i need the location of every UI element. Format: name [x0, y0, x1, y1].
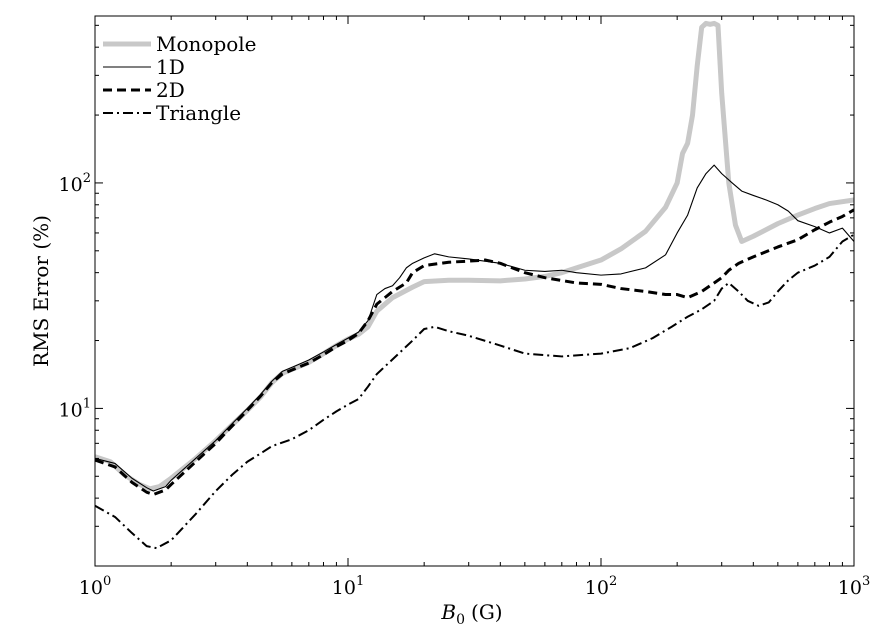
y-tick-label-base: 10 — [59, 174, 83, 196]
legend-label-1d: 1D — [156, 55, 185, 79]
series-line-triangle — [95, 233, 854, 550]
y-tick-label: 102 — [59, 171, 91, 196]
y-tick-label: 101 — [59, 396, 91, 421]
x-tick-label-base: 10 — [585, 577, 609, 599]
y-tick-label-exp: 2 — [83, 171, 91, 186]
y-axis-label: RMS Error (%) — [29, 215, 53, 367]
y-tick-label-base: 10 — [59, 399, 83, 421]
y-tick-label-exp: 1 — [83, 396, 91, 411]
x-tick-label-exp: 1 — [356, 574, 364, 589]
plot-background — [95, 16, 854, 566]
x-tick-label-exp: 3 — [862, 574, 870, 589]
legend-label-triangle: Triangle — [156, 101, 241, 125]
x-axis-label-symbol: B — [440, 600, 456, 624]
x-tick-label-base: 10 — [838, 577, 862, 599]
x-tick-label-base: 10 — [332, 577, 356, 599]
x-tick-label-exp: 2 — [609, 574, 617, 589]
x-tick-label-base: 10 — [79, 577, 103, 599]
series-line-2d — [95, 208, 854, 497]
series-layer — [95, 20, 854, 550]
x-tick-label: 101 — [332, 574, 364, 599]
x-tick-label: 100 — [79, 574, 111, 599]
legend-label-2d: 2D — [156, 78, 185, 102]
series-line-1d — [95, 164, 854, 492]
x-axis-label-unit: (G) — [471, 600, 503, 624]
x-axis-label: B0 (G) — [440, 600, 502, 628]
legend-label-monopole: Monopole — [156, 32, 257, 56]
plot-frame — [94, 15, 855, 567]
x-tick-label: 102 — [585, 574, 617, 599]
x-tick-label-exp: 0 — [103, 574, 111, 589]
x-axis-label-subscript: 0 — [456, 612, 465, 628]
series-line-monopole — [95, 20, 854, 492]
x-tick-label: 103 — [838, 574, 870, 599]
